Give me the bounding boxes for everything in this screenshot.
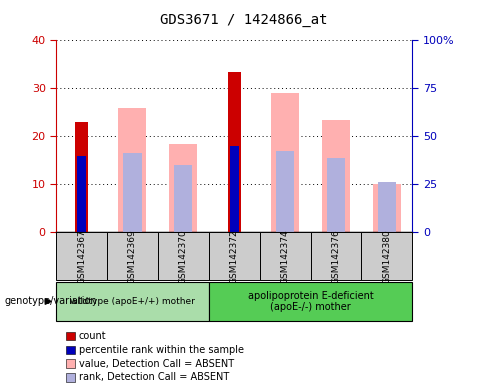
Bar	[56, 232, 107, 280]
Bar	[276, 151, 294, 232]
Text: apolipoprotein E-deficient
(apoE-/-) mother: apolipoprotein E-deficient (apoE-/-) mot…	[248, 291, 373, 312]
Bar	[158, 232, 209, 280]
Text: genotype/variation: genotype/variation	[5, 296, 98, 306]
Text: wildtype (apoE+/+) mother: wildtype (apoE+/+) mother	[70, 297, 195, 306]
Text: GSM142376: GSM142376	[331, 229, 341, 284]
Text: GSM142374: GSM142374	[281, 229, 290, 284]
Bar	[209, 282, 412, 321]
Text: count: count	[79, 331, 106, 341]
Text: rank, Detection Call = ABSENT: rank, Detection Call = ABSENT	[79, 372, 229, 382]
Bar	[322, 119, 350, 232]
Text: GSM142380: GSM142380	[383, 229, 391, 284]
Text: GDS3671 / 1424866_at: GDS3671 / 1424866_at	[160, 13, 328, 27]
Bar	[169, 144, 197, 232]
Bar	[373, 184, 401, 232]
Bar	[56, 282, 209, 321]
Text: value, Detection Call = ABSENT: value, Detection Call = ABSENT	[79, 359, 234, 369]
Bar	[77, 156, 86, 232]
Text: GSM142367: GSM142367	[77, 229, 86, 284]
Bar	[123, 153, 142, 232]
Bar	[362, 232, 412, 280]
Bar	[119, 108, 146, 232]
Bar	[378, 182, 396, 232]
Bar	[209, 232, 260, 280]
Text: percentile rank within the sample: percentile rank within the sample	[79, 345, 244, 355]
Bar	[260, 232, 310, 280]
Text: GSM142370: GSM142370	[179, 229, 188, 284]
Bar	[174, 165, 192, 232]
Bar	[228, 71, 241, 232]
Bar	[310, 232, 362, 280]
Bar	[271, 93, 299, 232]
Bar	[107, 232, 158, 280]
Bar	[327, 158, 345, 232]
Text: GSM142372: GSM142372	[230, 229, 239, 284]
Bar	[75, 122, 88, 232]
Bar	[230, 146, 239, 232]
Text: GSM142369: GSM142369	[128, 229, 137, 284]
